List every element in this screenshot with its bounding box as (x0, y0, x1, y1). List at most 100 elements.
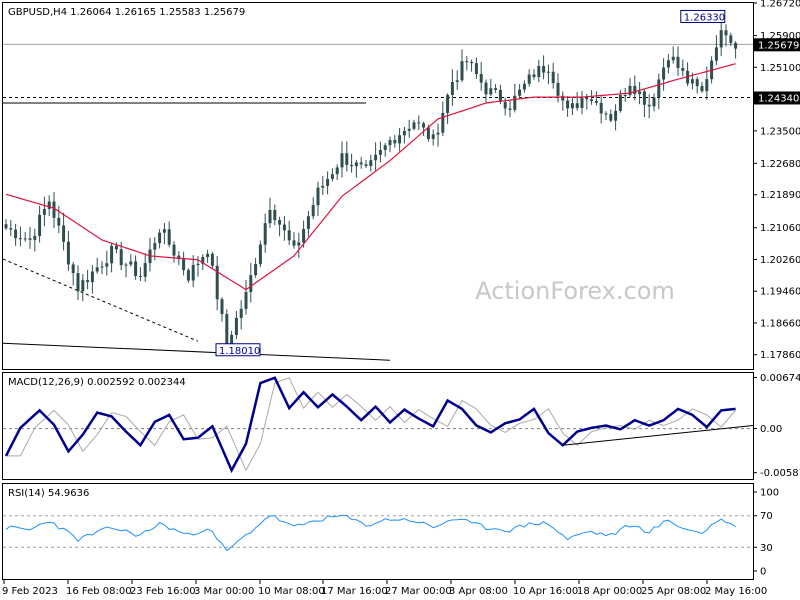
candle (422, 121, 426, 137)
candle (57, 206, 61, 234)
candle (561, 91, 565, 111)
candle (182, 251, 186, 276)
candle (546, 64, 550, 85)
candle (364, 160, 368, 169)
price-labels: 1.25679 1.24340 (754, 38, 800, 105)
candle (734, 41, 738, 59)
candle (518, 84, 522, 99)
candle (42, 196, 46, 227)
candle (393, 134, 397, 148)
candle (402, 126, 406, 144)
candle (522, 80, 526, 93)
chart-title: GBPUSD,H4 1.26064 1.26165 1.25583 1.2567… (8, 7, 245, 18)
candle (441, 101, 445, 137)
candle (446, 93, 450, 124)
candle (254, 257, 258, 278)
candle (705, 66, 709, 100)
candle (86, 269, 90, 290)
candle (167, 221, 171, 248)
svg-text:1.25679: 1.25679 (758, 40, 799, 51)
price-tick-label: 1.23500 (760, 126, 800, 137)
ma-line (5, 63, 736, 291)
candle (417, 115, 421, 130)
candle (681, 59, 685, 77)
candle (321, 176, 325, 196)
price-tick-label: 1.22680 (760, 159, 800, 170)
candle (570, 96, 574, 116)
candle (215, 256, 219, 311)
lower-trendline (2, 342, 391, 361)
candle (614, 104, 618, 131)
price-tick-label: 1.19460 (760, 287, 800, 298)
candle (474, 57, 478, 79)
rsi-line (5, 514, 736, 552)
candle (484, 79, 488, 104)
macd-y-axis: 0.006741 0.00 -0.005819 (3, 373, 800, 479)
rsi-panel-frame (2, 483, 754, 580)
candle (647, 94, 651, 119)
candle (633, 75, 637, 101)
candle (652, 93, 656, 112)
candle (566, 96, 570, 117)
candle (479, 61, 483, 91)
candle (642, 88, 646, 118)
candle (47, 195, 51, 217)
candle (575, 92, 579, 111)
price-tick-label: 1.17860 (760, 350, 800, 361)
candle (623, 87, 627, 102)
x-tick-label: 16 Feb 08:00 (66, 586, 132, 597)
candle (537, 59, 541, 83)
candle (729, 32, 733, 47)
candle (124, 262, 128, 278)
candle (470, 59, 474, 72)
candle (210, 251, 214, 269)
macd-trendline (562, 425, 754, 446)
x-tick-label: 18 Apr 00:00 (577, 586, 642, 597)
price-tick-label: 1.25900 (760, 31, 800, 42)
trendlines (2, 43, 753, 361)
candle (90, 264, 94, 294)
candle (71, 261, 75, 286)
x-tick-label: 27 Mar 00:00 (385, 586, 452, 597)
macd-panel-frame (2, 372, 754, 480)
candle (278, 216, 282, 237)
candle (249, 263, 253, 303)
candle (671, 46, 675, 64)
macd-tick-label: -0.005819 (760, 468, 800, 479)
candle (700, 81, 704, 93)
candle (724, 24, 728, 47)
macd-main-line (4, 376, 736, 474)
candle (191, 255, 195, 288)
candle (345, 141, 349, 172)
candle (258, 240, 262, 268)
candle (657, 73, 661, 110)
candle (407, 119, 411, 138)
candles (4, 20, 738, 354)
candle (594, 91, 598, 106)
candle (158, 229, 162, 249)
candle (666, 54, 670, 74)
candle (330, 168, 334, 182)
candle (138, 267, 142, 282)
candle (23, 232, 27, 242)
svg-text:1.26330: 1.26330 (684, 12, 725, 23)
rsi-series (5, 514, 736, 552)
candle (143, 253, 147, 282)
x-tick-label: 23 Feb 16:00 (130, 586, 196, 597)
price-tick-label: 1.25100 (760, 63, 800, 74)
candle (335, 164, 339, 180)
price-tick-label: 1.18660 (760, 318, 800, 329)
watermark: ActionForex.com (475, 277, 675, 305)
candle (206, 249, 210, 263)
candle (340, 141, 344, 178)
candle (81, 274, 85, 302)
price-annotations: 1.26330 1.18010 (215, 9, 726, 357)
candle (455, 70, 459, 90)
x-tick-label: 9 Feb 2023 (2, 586, 58, 597)
candle (604, 111, 608, 121)
dashed-trendline (2, 258, 199, 342)
candle (508, 100, 512, 118)
x-tick-label: 3 Mar 00:00 (194, 586, 254, 597)
candle (239, 300, 243, 330)
